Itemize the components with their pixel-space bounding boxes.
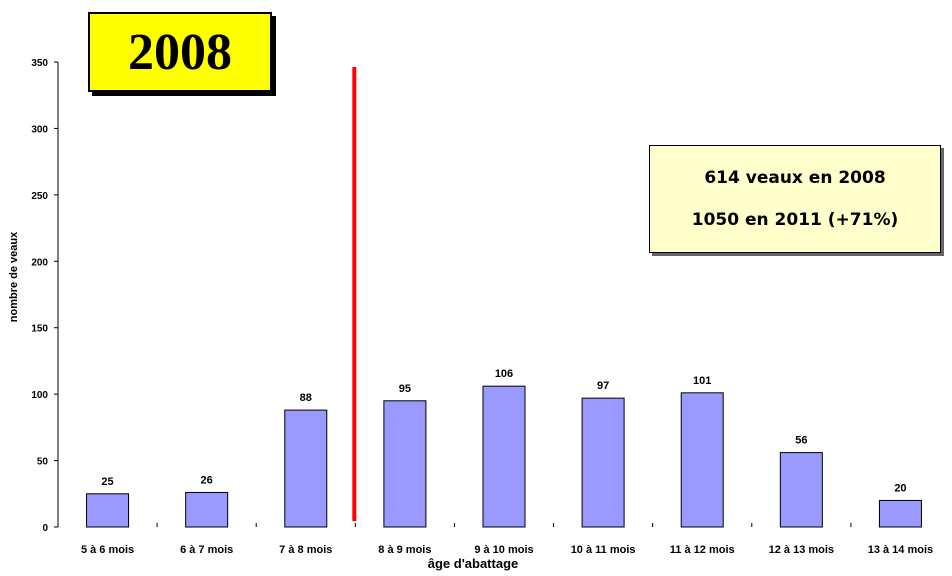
y-tick-label: 200 xyxy=(31,257,48,268)
data-label: 95 xyxy=(399,383,411,395)
bar xyxy=(482,385,526,528)
y-tick-label: 50 xyxy=(37,457,49,468)
x-tick-label: 12 à 13 mois xyxy=(769,544,834,556)
bar xyxy=(383,400,427,528)
y-tick-label: 350 xyxy=(31,58,48,69)
x-tick-label: 6 à 7 mois xyxy=(180,544,233,556)
data-label: 106 xyxy=(495,368,513,380)
data-label: 26 xyxy=(201,474,213,486)
bar xyxy=(779,452,823,528)
x-tick-label: 7 à 8 mois xyxy=(279,544,332,556)
bar xyxy=(86,493,130,528)
y-tick-label: 250 xyxy=(31,191,48,202)
summary-line-2: 1050 en 2011 (+71%) xyxy=(691,210,899,230)
labels: 25 5 à 6 mois 26 6 à 7 mois 88 7 à 8 mois 95 8 … xyxy=(81,368,933,556)
bar xyxy=(581,397,625,528)
y-axis-title: nombre de veaux xyxy=(8,231,20,322)
data-label: 97 xyxy=(597,380,609,392)
year-badge: 2008 xyxy=(88,12,272,92)
summary-line-1: 614 veaux en 2008 xyxy=(704,168,886,188)
x-axis-title: âge d'abattage xyxy=(428,556,519,571)
y-tick-label: 100 xyxy=(31,390,48,401)
x-tick-label: 5 à 6 mois xyxy=(81,544,134,556)
axes: 0 50 100 150 200 250 300 350 xyxy=(31,58,852,534)
data-label: 88 xyxy=(300,392,312,404)
summary-box: 614 veaux en 2008 1050 en 2011 (+71%) xyxy=(649,145,941,253)
x-tick-label: 13 à 14 mois xyxy=(868,544,933,556)
x-tick-label: 11 à 12 mois xyxy=(670,544,735,556)
bar xyxy=(284,409,328,528)
y-tick-label: 300 xyxy=(31,124,48,135)
bars xyxy=(86,385,922,528)
data-label: 56 xyxy=(795,435,807,447)
x-tick-label: 10 à 11 mois xyxy=(571,544,636,556)
x-tick-label: 9 à 10 mois xyxy=(474,544,533,556)
data-label: 25 xyxy=(101,476,113,488)
bar xyxy=(878,499,922,528)
x-tick-label: 8 à 9 mois xyxy=(378,544,431,556)
y-tick-label: 0 xyxy=(42,523,48,534)
y-tick-label: 150 xyxy=(31,324,48,335)
data-label: 20 xyxy=(894,482,906,494)
bar xyxy=(680,392,724,528)
bar xyxy=(185,491,229,528)
data-label: 101 xyxy=(693,375,711,387)
